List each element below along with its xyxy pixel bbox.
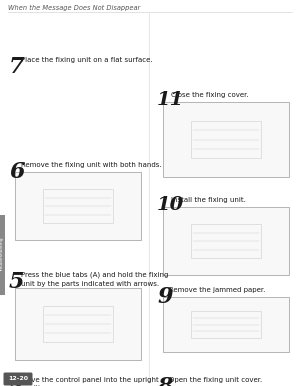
Text: Install the fixing unit.: Install the fixing unit. xyxy=(171,197,246,203)
Text: Place the fixing unit on a flat surface.: Place the fixing unit on a flat surface. xyxy=(21,57,153,63)
Text: Open the fixing unit cover.: Open the fixing unit cover. xyxy=(169,377,262,383)
Text: 9: 9 xyxy=(157,286,172,308)
FancyBboxPatch shape xyxy=(4,372,32,386)
Text: Troubleshooting: Troubleshooting xyxy=(1,238,4,272)
Text: 4: 4 xyxy=(9,376,25,386)
Bar xyxy=(191,311,261,338)
Bar xyxy=(163,102,289,177)
Bar xyxy=(191,121,261,158)
Text: Remove the fixing unit with both hands.: Remove the fixing unit with both hands. xyxy=(21,162,162,168)
Bar xyxy=(43,306,113,342)
Text: When the Message Does Not Disappear: When the Message Does Not Disappear xyxy=(8,5,140,11)
Text: 10: 10 xyxy=(157,196,184,214)
Text: 11: 11 xyxy=(157,91,184,109)
Text: 7: 7 xyxy=(9,56,25,78)
Text: 6: 6 xyxy=(9,161,25,183)
Text: Move the control panel into the upright
position.: Move the control panel into the upright … xyxy=(21,377,159,386)
Text: Close the fixing cover.: Close the fixing cover. xyxy=(171,92,249,98)
Bar xyxy=(191,224,261,258)
Bar xyxy=(15,172,141,240)
Bar xyxy=(15,288,141,360)
Text: Remove the jammed paper.: Remove the jammed paper. xyxy=(169,287,266,293)
Text: 12-20: 12-20 xyxy=(8,376,28,381)
Bar xyxy=(43,189,113,223)
Bar xyxy=(0,215,5,295)
Bar xyxy=(163,297,289,352)
Text: 8: 8 xyxy=(157,376,172,386)
Text: 5: 5 xyxy=(9,271,25,293)
Text: Press the blue tabs (A) and hold the fixing
unit by the parts indicated with arr: Press the blue tabs (A) and hold the fix… xyxy=(21,272,168,287)
Bar xyxy=(163,207,289,275)
